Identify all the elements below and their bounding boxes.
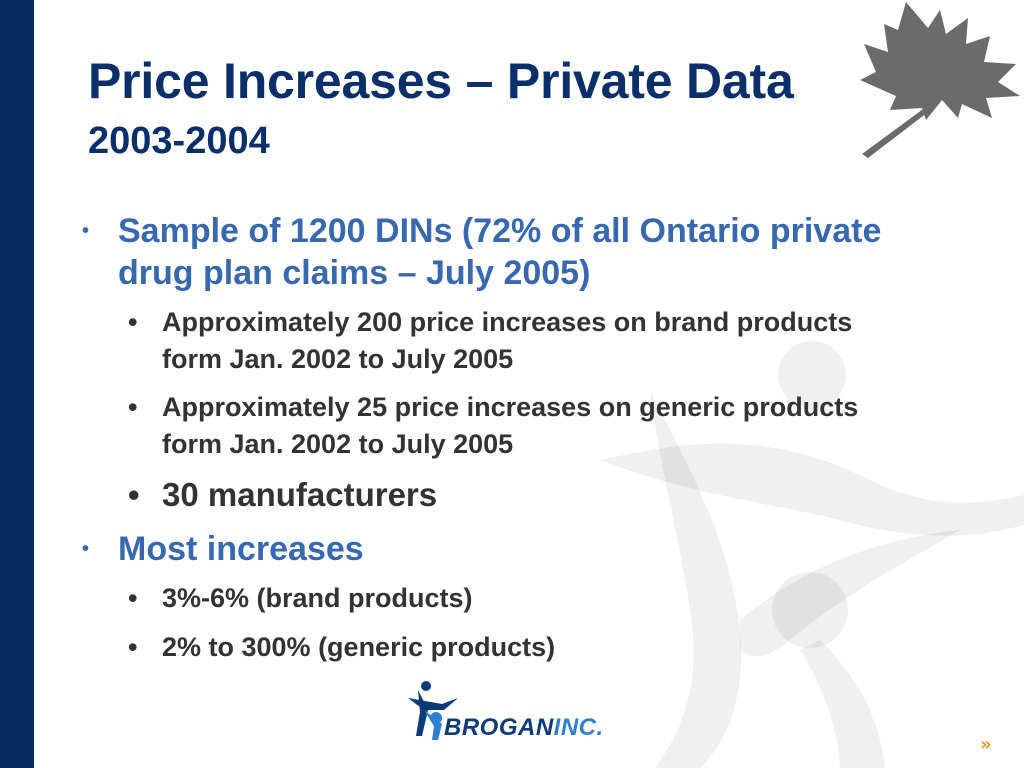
- logo-brand-text: BROGAN: [444, 714, 554, 741]
- logo-suffix-text: INC.: [553, 714, 604, 741]
- bullet-dot-icon: •: [82, 538, 90, 560]
- bullet-dot-icon: •: [128, 392, 138, 422]
- bullet-text: Approximately 200 price increases on bra…: [162, 307, 853, 374]
- bullet-text: 2% to 300% (generic products): [162, 632, 556, 662]
- title-line-2: 2003-2004: [88, 120, 270, 162]
- maple-leaf-icon: [860, 2, 1020, 158]
- brogan-figure-icon: [408, 681, 458, 740]
- bullet-text: Approximately 25 price increases on gene…: [162, 392, 859, 459]
- bullet-dot-icon: •: [128, 583, 138, 613]
- slide-title: Price Increases – Private Data 2003-2004: [88, 56, 794, 160]
- bullet-text: Most increases: [118, 530, 364, 568]
- brogan-logo: BROGANINC.: [402, 680, 632, 746]
- title-line-1: Price Increases – Private Data: [88, 53, 794, 109]
- bullet-level2-item: • 3%-6% (brand products): [76, 580, 906, 617]
- star-figure-watermark-icon: [600, 341, 1024, 768]
- bullet-dot-icon: •: [82, 220, 90, 242]
- bullet-level1-item: • Most increases: [76, 528, 906, 570]
- bullet-level2-item: • 30 manufacturers: [76, 474, 906, 516]
- bullet-text: 3%-6% (brand products): [162, 583, 473, 613]
- bullet-list: • Sample of 1200 DINs (72% of all Ontari…: [76, 210, 906, 666]
- bullet-dot-icon: •: [128, 307, 138, 337]
- left-accent-bar: [0, 0, 34, 768]
- bullet-dot-icon: •: [128, 632, 138, 662]
- bullet-level2-item: • Approximately 25 price increases on ge…: [76, 389, 906, 463]
- bullet-text: Sample of 1200 DINs (72% of all Ontario …: [118, 212, 882, 292]
- next-slide-button[interactable]: »: [980, 734, 992, 755]
- bullet-level2-item: • 2% to 300% (generic products): [76, 629, 906, 666]
- bullet-level2-item: • Approximately 200 price increases on b…: [76, 304, 906, 378]
- brogan-logo-text: BROGANINC.: [444, 714, 604, 742]
- bullet-level1-item: • Sample of 1200 DINs (72% of all Ontari…: [76, 210, 906, 294]
- bullet-dot-icon: •: [128, 476, 140, 513]
- bullet-text: 30 manufacturers: [162, 476, 438, 513]
